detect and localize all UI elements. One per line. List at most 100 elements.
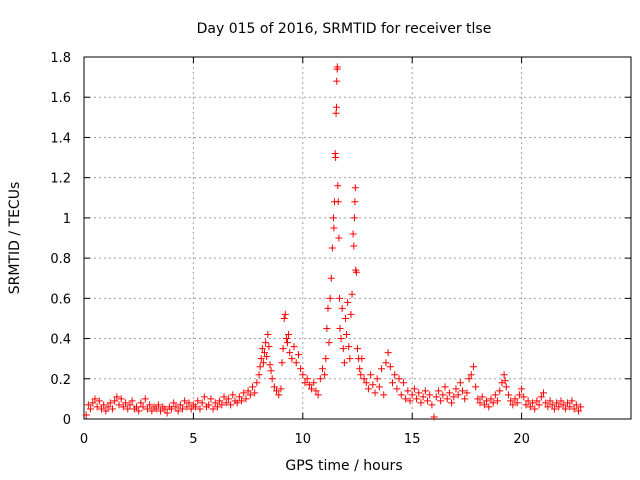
data-point bbox=[356, 365, 364, 373]
data-point bbox=[278, 359, 286, 367]
data-point bbox=[437, 397, 445, 405]
data-point bbox=[465, 375, 473, 383]
data-point bbox=[128, 397, 136, 405]
data-point bbox=[185, 399, 193, 407]
data-point bbox=[301, 379, 309, 387]
data-point bbox=[324, 304, 332, 312]
data-point bbox=[170, 399, 178, 407]
data-point bbox=[277, 385, 285, 393]
data-point bbox=[89, 399, 97, 407]
data-point bbox=[154, 401, 162, 409]
data-point bbox=[257, 355, 265, 363]
data-point bbox=[240, 389, 248, 397]
data-point bbox=[526, 403, 534, 411]
data-point bbox=[338, 304, 346, 312]
data-point bbox=[494, 397, 502, 405]
data-point bbox=[211, 399, 219, 407]
x-tick-label: 20 bbox=[513, 432, 530, 447]
data-point bbox=[192, 403, 200, 411]
data-point bbox=[263, 353, 271, 361]
data-point bbox=[474, 395, 482, 403]
data-point bbox=[141, 395, 149, 403]
data-point bbox=[572, 401, 580, 409]
data-point bbox=[577, 403, 585, 411]
data-point bbox=[258, 345, 266, 353]
data-point bbox=[483, 397, 491, 405]
data-point bbox=[288, 355, 296, 363]
data-point bbox=[441, 383, 449, 391]
data-point bbox=[333, 63, 341, 71]
data-point bbox=[522, 401, 530, 409]
data-point bbox=[198, 399, 206, 407]
data-point bbox=[321, 371, 329, 379]
data-point bbox=[350, 242, 358, 250]
data-point bbox=[267, 367, 275, 375]
y-tick-label: 1.8 bbox=[50, 51, 71, 66]
data-point bbox=[111, 397, 119, 405]
data-point bbox=[349, 230, 357, 238]
data-point bbox=[454, 391, 462, 399]
data-point bbox=[220, 393, 228, 401]
data-point bbox=[335, 234, 343, 242]
data-point bbox=[445, 389, 453, 397]
data-point bbox=[196, 405, 204, 413]
data-point bbox=[351, 184, 359, 192]
data-point bbox=[286, 349, 294, 357]
data-point bbox=[357, 371, 365, 379]
data-point bbox=[168, 405, 176, 413]
data-point bbox=[178, 405, 186, 413]
data-point bbox=[268, 375, 276, 383]
data-point bbox=[334, 198, 342, 206]
data-point bbox=[343, 331, 351, 339]
data-point bbox=[520, 393, 528, 401]
data-point bbox=[344, 298, 352, 306]
data-point bbox=[561, 405, 569, 413]
data-point bbox=[426, 391, 434, 399]
data-point bbox=[480, 401, 488, 409]
data-point bbox=[297, 365, 305, 373]
data-point bbox=[95, 397, 103, 405]
data-point bbox=[146, 401, 154, 409]
data-point bbox=[529, 399, 537, 407]
data-point bbox=[266, 361, 274, 369]
data-point bbox=[380, 391, 388, 399]
y-tick-label: 0 bbox=[63, 413, 71, 428]
data-point bbox=[161, 405, 169, 413]
data-point bbox=[336, 325, 344, 332]
data-point bbox=[496, 387, 504, 395]
data-point bbox=[264, 331, 272, 339]
data-point bbox=[428, 401, 436, 409]
data-point bbox=[251, 389, 259, 397]
data-point bbox=[546, 397, 554, 405]
data-point bbox=[106, 399, 114, 407]
data-point bbox=[489, 399, 497, 407]
data-point bbox=[126, 401, 134, 409]
data-point bbox=[207, 395, 215, 403]
data-point bbox=[326, 294, 334, 302]
data-point bbox=[501, 377, 509, 385]
data-point bbox=[502, 383, 510, 391]
data-point bbox=[280, 314, 288, 322]
data-point bbox=[222, 399, 230, 407]
data-point bbox=[555, 403, 563, 411]
data-point bbox=[531, 405, 539, 413]
data-point bbox=[524, 397, 532, 405]
data-point bbox=[500, 371, 508, 379]
data-point bbox=[378, 365, 386, 373]
data-point bbox=[305, 381, 313, 389]
data-point bbox=[478, 393, 486, 401]
y-tick-label: 0.4 bbox=[50, 333, 71, 348]
data-point bbox=[176, 401, 184, 409]
data-point bbox=[292, 359, 300, 367]
data-point bbox=[408, 391, 416, 399]
data-point bbox=[542, 399, 550, 407]
data-point bbox=[393, 385, 401, 393]
data-point bbox=[463, 389, 471, 397]
data-point bbox=[360, 375, 368, 383]
data-point bbox=[213, 403, 221, 411]
data-point bbox=[450, 393, 458, 401]
data-point bbox=[253, 379, 261, 387]
data-point bbox=[157, 407, 165, 415]
data-point bbox=[568, 397, 576, 405]
